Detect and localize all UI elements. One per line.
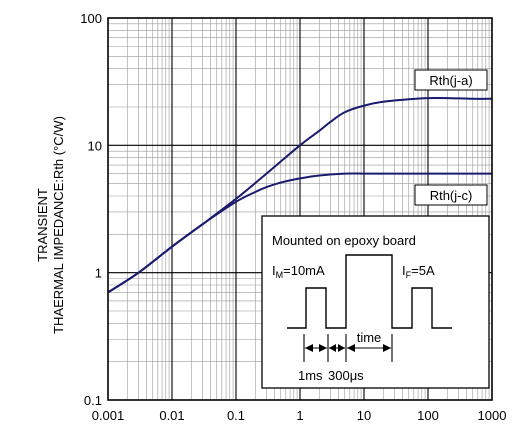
inset-if-label: IF=5A [402, 263, 435, 280]
label-rth-ja-text: Rth(j-a) [429, 73, 472, 88]
x-tick-label: 1000 [478, 408, 507, 423]
x-tick-label: 0.001 [92, 408, 125, 423]
inset-waveform [287, 254, 452, 329]
y-tick-label: 1 [95, 266, 102, 281]
x-tick-label: 0.1 [227, 408, 245, 423]
y-tick-label: 10 [88, 138, 102, 153]
y-tick-label: 0.1 [84, 393, 102, 408]
inset-300us-label: 300μs [328, 368, 364, 383]
label-rth-ja: Rth(j-a) [414, 69, 488, 91]
plot-frame [107, 17, 493, 401]
y-axis-label-line1: TRANSIENT [35, 188, 50, 262]
y-tick-label: 100 [80, 11, 102, 26]
label-rth-jc-text: Rth(j-c) [430, 188, 473, 203]
inset-title: Mounted on epoxy board [272, 233, 416, 248]
x-tick-label: 10 [357, 408, 371, 423]
x-tick-label: 100 [417, 408, 439, 423]
inset-arrowheads [305, 344, 391, 352]
inset-im-label: IM=10mA [272, 263, 325, 280]
inset-1ms-label: 1ms [298, 368, 323, 383]
label-rth-jc: Rth(j-c) [414, 184, 488, 206]
x-tick-label: 0.01 [159, 408, 184, 423]
tick-labels: 0.001 0.01 0.1 1 10 100 1000 0.1 1 10 100 [80, 11, 506, 423]
series-line-rth-jc [107, 172, 492, 294]
curves [107, 96, 493, 294]
inset-time-label: time [357, 330, 382, 345]
y-axis-label-line2: THAERMAL IMPEDANCE:Rth (°C/W) [51, 116, 66, 334]
x-tick-label: 1 [296, 408, 303, 423]
inset-box: Mounted on epoxy board IM=10mA IF=5A tim… [261, 215, 490, 389]
